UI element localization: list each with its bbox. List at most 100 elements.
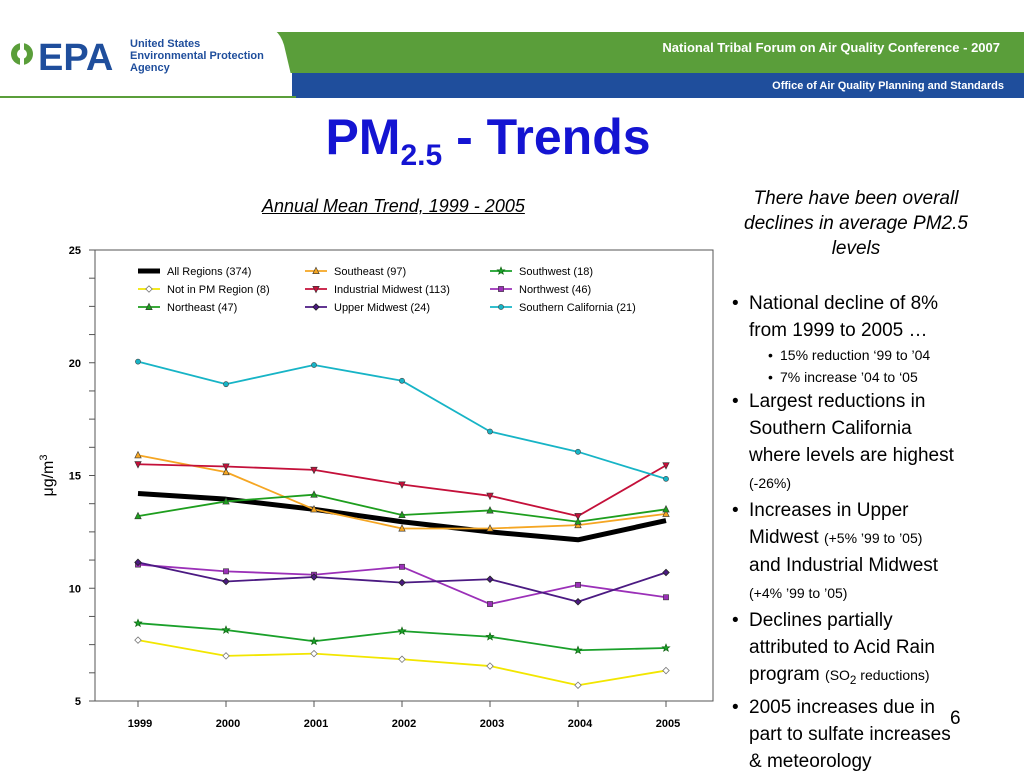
bullet-3: • Increases in Upper Midwest (+5% ’99 to ’… [732,500,939,601]
y-axis-label: μg/m3 [38,454,57,496]
data-point-upper-midwest-24 [486,575,494,583]
data-point-southwest-18 [573,645,583,655]
data-point-southwest-18 [133,618,143,628]
legend-marker [498,286,504,292]
data-point-upper-midwest-24 [662,568,670,577]
x-tick-label: 2003 [480,718,504,730]
data-point-southwest-18 [661,643,671,652]
data-point-northwest-46 [663,594,669,601]
data-point-northeast-47 [574,517,582,525]
data-point-southeast-97 [486,524,494,532]
agency-line-3: Agency [130,62,170,74]
epa-logo-acronym: EPA [38,37,113,79]
data-point-southwest-18 [485,631,495,641]
slide-title: PM2.5 - Trends [0,108,976,173]
title-subscript: 2.5 [400,139,443,172]
bullet-1: • National decline of 8% from 1999 to 2005… [732,293,939,341]
x-tick-label: 2004 [568,718,593,730]
agency-line-1: United States [130,38,201,50]
y-tick-label: 5 [75,696,81,708]
legend-marker [145,285,153,293]
data-point-northeast-47 [486,506,494,514]
bullet-list: • National decline of 8% from 1999 to 2005… [732,290,1024,775]
legend-entry: Southern California (21) [519,302,636,314]
data-point-not-in-pm-region-8 [398,655,406,664]
data-point-industrial-midwest-113 [310,466,318,475]
data-point-southwest-18 [221,625,231,634]
title-main: PM [325,109,401,165]
legend-marker [145,302,153,310]
data-point-southern-california-21 [223,381,229,388]
data-point-upper-midwest-24 [398,578,406,587]
office-name: Office of Air Quality Planning and Stand… [772,80,1004,92]
sub-bullet-2: • 7% increase ’04 to ‘05 [768,369,918,385]
legend-marker [312,285,320,294]
x-tick-label: 2002 [392,718,416,730]
y-tick-label: 10 [69,583,81,595]
data-point-upper-midwest-24 [310,573,318,581]
data-point-southeast-97 [134,450,142,459]
bullet-2: • Largest reductions in Southern Californi… [732,391,954,491]
data-point-not-in-pm-region-8 [134,636,142,644]
data-point-southeast-97 [310,504,318,513]
plot-area [94,249,714,702]
data-point-not-in-pm-region-8 [574,681,582,689]
data-point-southeast-97 [222,467,230,476]
legend-entry: Southwest (18) [519,266,593,278]
page-number: 6 [950,708,961,729]
sub-bullet-1: • 15% reduction ‘99 to ’04 [768,347,931,363]
data-point-southern-california-21 [399,377,405,384]
data-point-southern-california-21 [575,448,581,455]
legend-entry: All Regions (374) [167,266,251,278]
legend-entry: Northeast (47) [167,302,237,314]
bullet-4: • Declines partially attributed to Acid Ra… [732,610,935,687]
trend-chart: 5 10 15 20 25 1999 2000 2001 2002 2003 2004 2005 μg/… [38,245,714,730]
data-point-not-in-pm-region-8 [662,666,670,675]
legend-marker [496,266,506,275]
legend-entry: Upper Midwest (24) [334,302,430,314]
data-point-industrial-midwest-113 [574,513,582,521]
legend-entry: Industrial Midwest (113) [334,284,450,296]
data-point-northeast-47 [398,510,406,518]
data-point-northeast-47 [310,490,318,498]
legend-entry: Northwest (46) [519,284,591,296]
conference-title: National Tribal Forum on Air Quality Con… [662,40,1000,55]
data-point-industrial-midwest-113 [134,461,142,469]
data-point-not-in-pm-region-8 [486,662,494,670]
data-point-northeast-47 [222,497,230,505]
x-tick-label: 2005 [656,718,680,730]
x-tick-label: 2001 [304,718,328,730]
data-point-southern-california-21 [311,362,317,368]
data-point-southern-california-21 [135,358,141,365]
data-point-upper-midwest-24 [222,577,230,586]
legend-entry: Southeast (97) [334,266,406,278]
agency-name: United States Environmental Protection A… [130,38,264,74]
bullet-5: • 2005 increases due in part to sulfate in… [732,696,951,772]
data-point-industrial-midwest-113 [486,492,494,501]
data-point-southwest-18 [309,636,319,646]
title-rest: - Trends [442,109,651,165]
data-point-southern-california-21 [487,428,493,435]
data-point-northwest-46 [487,601,493,607]
data-point-not-in-pm-region-8 [222,652,230,660]
data-point-northeast-47 [662,504,670,513]
data-point-northwest-46 [399,563,405,570]
x-tick-label: 2000 [216,718,240,730]
legend-marker [312,303,320,311]
data-point-southwest-18 [397,626,407,636]
data-point-not-in-pm-region-8 [310,649,318,658]
data-point-upper-midwest-24 [134,558,142,567]
data-point-upper-midwest-24 [574,598,582,606]
y-tick-label: 15 [69,471,81,483]
x-tick-label: 1999 [128,718,152,730]
data-point-industrial-midwest-113 [662,462,670,470]
legend-marker [312,266,320,275]
data-point-northwest-46 [575,581,581,588]
data-point-southeast-97 [662,509,670,517]
y-tick-label: 20 [69,358,81,370]
y-tick-label: 25 [69,245,81,257]
data-point-northeast-47 [134,511,142,520]
data-point-southern-california-21 [663,475,669,482]
agency-line-2: Environmental Protection [130,50,264,62]
epa-flower-icon [11,38,33,70]
